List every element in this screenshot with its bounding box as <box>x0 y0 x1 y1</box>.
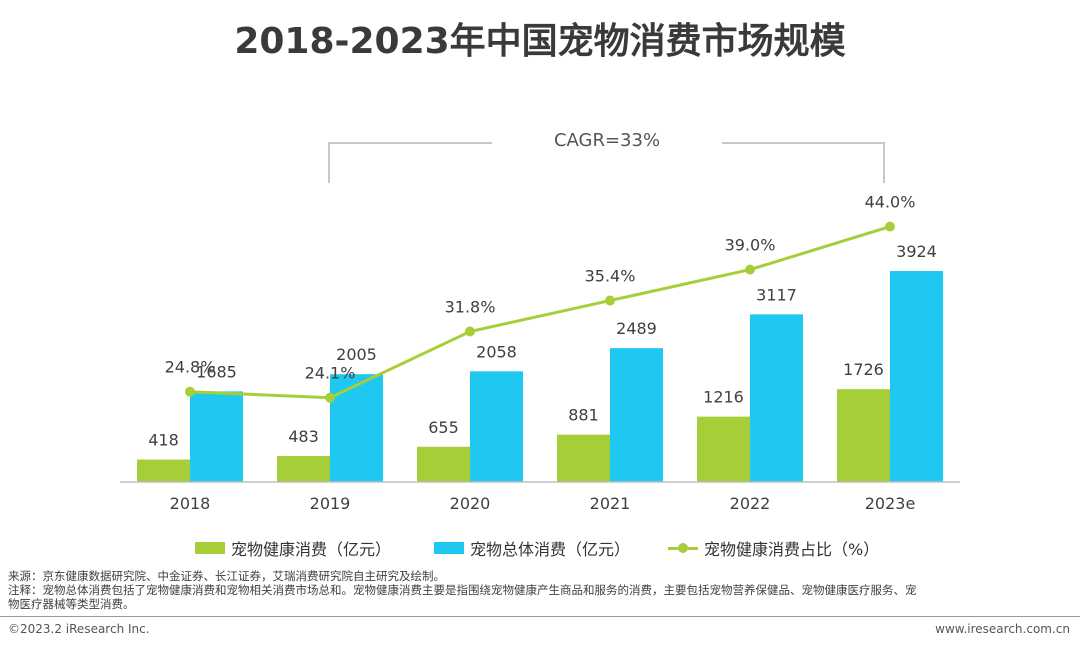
legend-label-health: 宠物健康消费（亿元） <box>231 540 392 559</box>
legend-swatch-total <box>434 542 464 554</box>
legend-label-total: 宠物总体消费（亿元） <box>470 540 631 559</box>
footer-divider <box>0 616 1080 617</box>
x-tick-2021: 2021 <box>590 494 631 513</box>
notes: 来源：京东健康数据研究院、中金证券、长江证券，艾瑞消费研究院自主研究及绘制。 注… <box>8 569 1072 611</box>
ratio-point-2019 <box>325 392 335 403</box>
legend-swatch-health <box>195 542 225 554</box>
ratio-point-2022 <box>745 264 755 275</box>
annotation-note-2: 物医疗器械等类型消费。 <box>8 597 135 611</box>
legend-swatch-ratio <box>668 542 698 554</box>
bar-total-2021 <box>610 348 663 482</box>
data-label-total-2020: 2058 <box>476 342 517 361</box>
cagr-bracket-right <box>722 142 885 183</box>
bar-total-2023e <box>890 271 943 482</box>
legend-item-ratio: 宠物健康消费占比（%） <box>668 536 879 560</box>
ratio-label-2018: 24.8% <box>165 358 216 377</box>
data-label-total-2021: 2489 <box>616 319 657 338</box>
x-tick-2020: 2020 <box>450 494 491 513</box>
ratio-label-2023e: 44.0% <box>865 193 916 212</box>
ratio-point-2021 <box>605 295 615 306</box>
data-label-health-2018: 418 <box>148 431 179 450</box>
data-label-health-2022: 1216 <box>703 388 744 407</box>
x-tick-2019: 2019 <box>310 494 351 513</box>
cagr-bracket-left <box>328 142 492 183</box>
annotation-note-1: 注释：宠物总体消费包括了宠物健康消费和宠物相关消费市场总和。宠物健康消费主要是指… <box>8 583 917 597</box>
data-label-total-2022: 3117 <box>756 285 797 304</box>
ratio-label-2022: 39.0% <box>725 236 776 255</box>
ratio-point-2018 <box>185 386 195 397</box>
website-text: www.iresearch.com.cn <box>935 622 1070 636</box>
cagr-label: CAGR=33% <box>554 130 660 151</box>
bar-health-2022 <box>697 416 750 482</box>
x-tick-2023e: 2023e <box>865 494 916 513</box>
data-label-health-2023e: 1726 <box>843 360 884 379</box>
data-label-health-2021: 881 <box>568 406 599 425</box>
ratio-label-2021: 35.4% <box>585 267 636 286</box>
ratio-line <box>189 225 891 400</box>
ratio-point-2023e <box>885 221 895 232</box>
data-label-total-2018: 1685 <box>196 362 237 381</box>
data-label-health-2019: 483 <box>288 427 319 446</box>
legend-label-ratio: 宠物健康消费占比（%） <box>704 540 880 559</box>
x-tick-2018: 2018 <box>170 494 211 513</box>
bar-health-2020 <box>417 446 470 482</box>
source-note: 来源：京东健康数据研究院、中金证券、长江证券，艾瑞消费研究院自主研究及绘制。 <box>8 569 445 583</box>
legend-item-total: 宠物总体消费（亿元） <box>434 536 630 560</box>
x-tick-2022: 2022 <box>730 494 771 513</box>
ratio-label-2019: 24.1% <box>305 364 356 383</box>
bar-total-2020 <box>470 371 523 482</box>
data-label-total-2019: 2005 <box>336 345 377 364</box>
legend: 宠物健康消费（亿元） 宠物总体消费（亿元） 宠物健康消费占比（%） <box>0 536 1080 560</box>
ratio-point-2020 <box>465 326 475 337</box>
data-label-health-2020: 655 <box>428 418 459 437</box>
bar-health-2021 <box>557 434 610 482</box>
bar-health-2023e <box>837 389 890 482</box>
bar-total-2022 <box>750 314 803 482</box>
data-label-total-2023e: 3924 <box>896 242 937 261</box>
chart-area: CAGR=33% 418 1685 483 2005 655 2058 881 2489 121… <box>120 130 960 513</box>
bar-health-2018 <box>137 459 190 482</box>
bar-total-2019 <box>330 374 383 482</box>
ratio-label-2020: 31.8% <box>445 298 496 317</box>
copyright-text: ©2023.2 iResearch Inc. <box>8 622 150 636</box>
cagr-bracket: CAGR=33% <box>328 130 885 183</box>
legend-item-health: 宠物健康消费（亿元） <box>195 536 391 560</box>
bar-health-2019 <box>277 456 330 482</box>
bar-total-2018 <box>190 391 243 482</box>
chart-title: 2018-2023年中国宠物消费市场规模 <box>234 21 846 62</box>
